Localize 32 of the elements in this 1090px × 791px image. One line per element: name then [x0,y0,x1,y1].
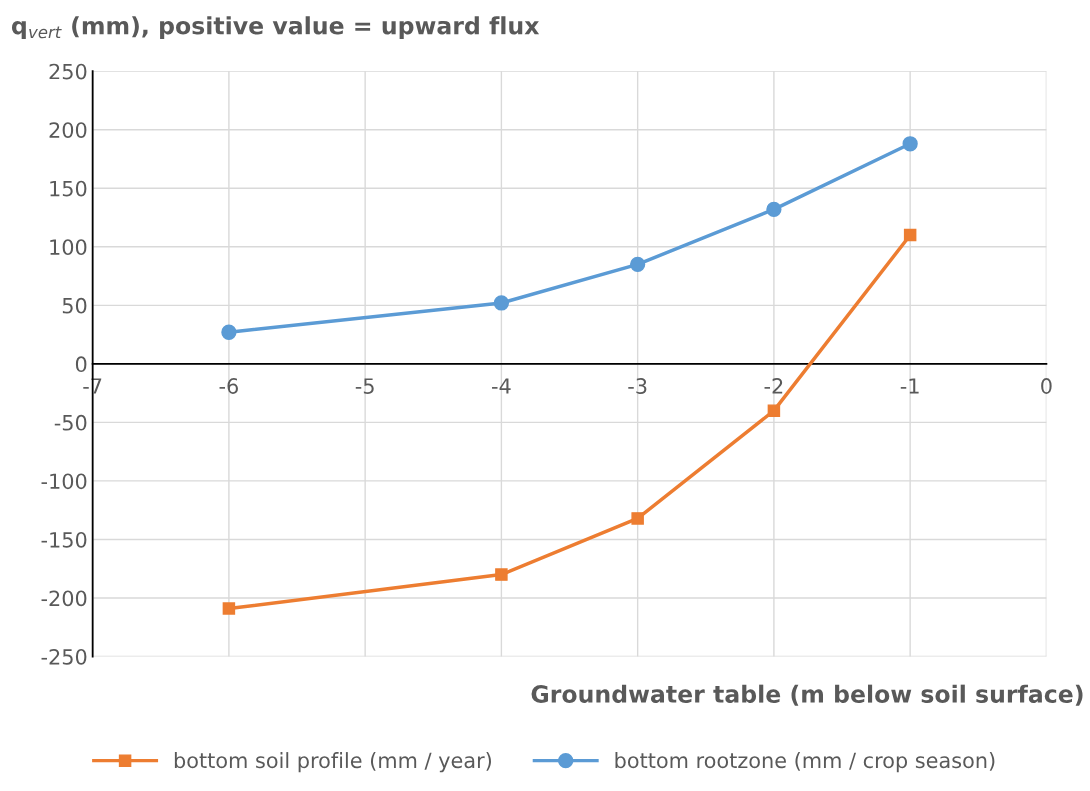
y-tick-label: 0 [75,356,87,373]
x-tick-label: -4 [492,378,511,394]
x-tick-label: -5 [355,378,374,394]
legend-label: bottom rootzone (mm / crop season) [615,752,995,773]
point [630,256,646,272]
point [221,324,237,340]
point [495,568,508,581]
y-tick-label: 200 [49,122,87,138]
y-axis-title: q$_{vert}$ (mm), positive value = upward flux [11,16,540,40]
point [766,201,782,217]
x-tick-label: -6 [219,378,238,394]
x-tick-label: -3 [628,378,647,394]
point [902,136,918,152]
x-axis-title: Groundwater table (m below soil surface) [531,684,1083,706]
x-tick-label: -1 [900,378,919,394]
y-tick-label: 100 [50,239,87,255]
y-tick-label: -50 [54,414,87,431]
y-tick-label: -150 [41,531,87,548]
point [903,228,917,242]
point [222,602,236,615]
y-tick-label: 50 [62,297,87,314]
y-tick-label: 250 [49,63,87,80]
point [631,512,644,525]
point [493,295,510,311]
y-tick-label: -250 [41,648,87,665]
y-tick-label: 150 [50,180,87,197]
legend-label: bottom soil profile (mm / year) [174,752,491,773]
x-tick-label: -2 [764,378,783,394]
x-tick-label: 0 [1041,378,1052,394]
point [767,404,781,417]
y-tick-label: -200 [41,590,87,607]
y-tick-label: -100 [41,473,87,490]
